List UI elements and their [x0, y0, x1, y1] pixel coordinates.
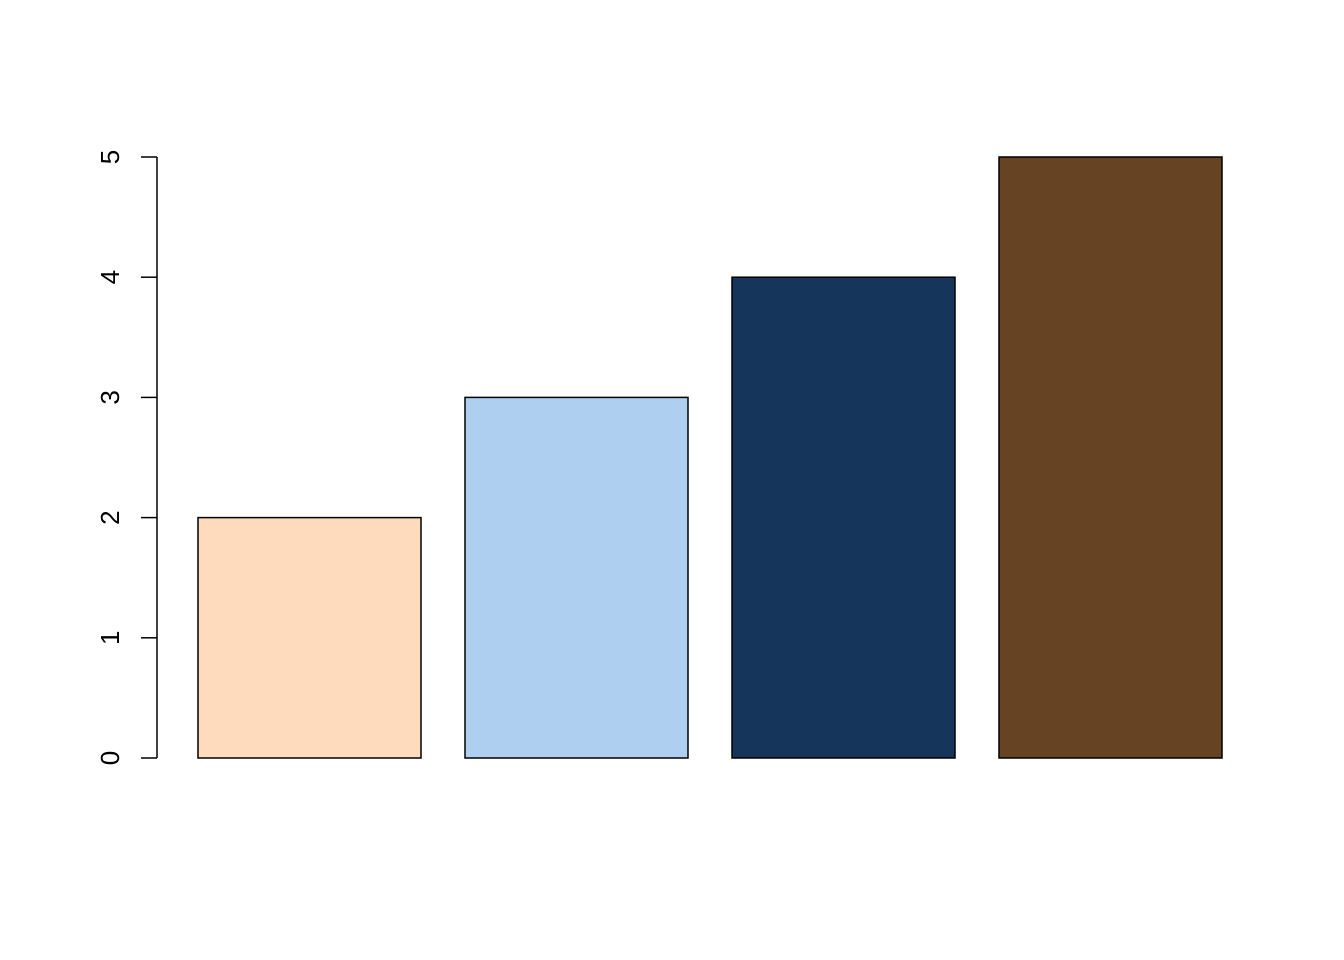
y-tick-label-5: 5: [95, 150, 125, 164]
bars-group: [197, 156, 1223, 759]
y-tick-label-4: 4: [95, 270, 125, 284]
y-tick-label-1: 1: [95, 631, 125, 645]
y-axis: 0 1 2 3 4 5: [95, 150, 158, 765]
y-tick-label-3: 3: [95, 390, 125, 404]
bar-2: [464, 396, 689, 759]
bar-1: [197, 516, 422, 759]
bar-4: [998, 156, 1223, 759]
y-tick-label-2: 2: [95, 510, 125, 524]
bar-3: [731, 276, 956, 759]
y-tick-label-0: 0: [95, 751, 125, 765]
